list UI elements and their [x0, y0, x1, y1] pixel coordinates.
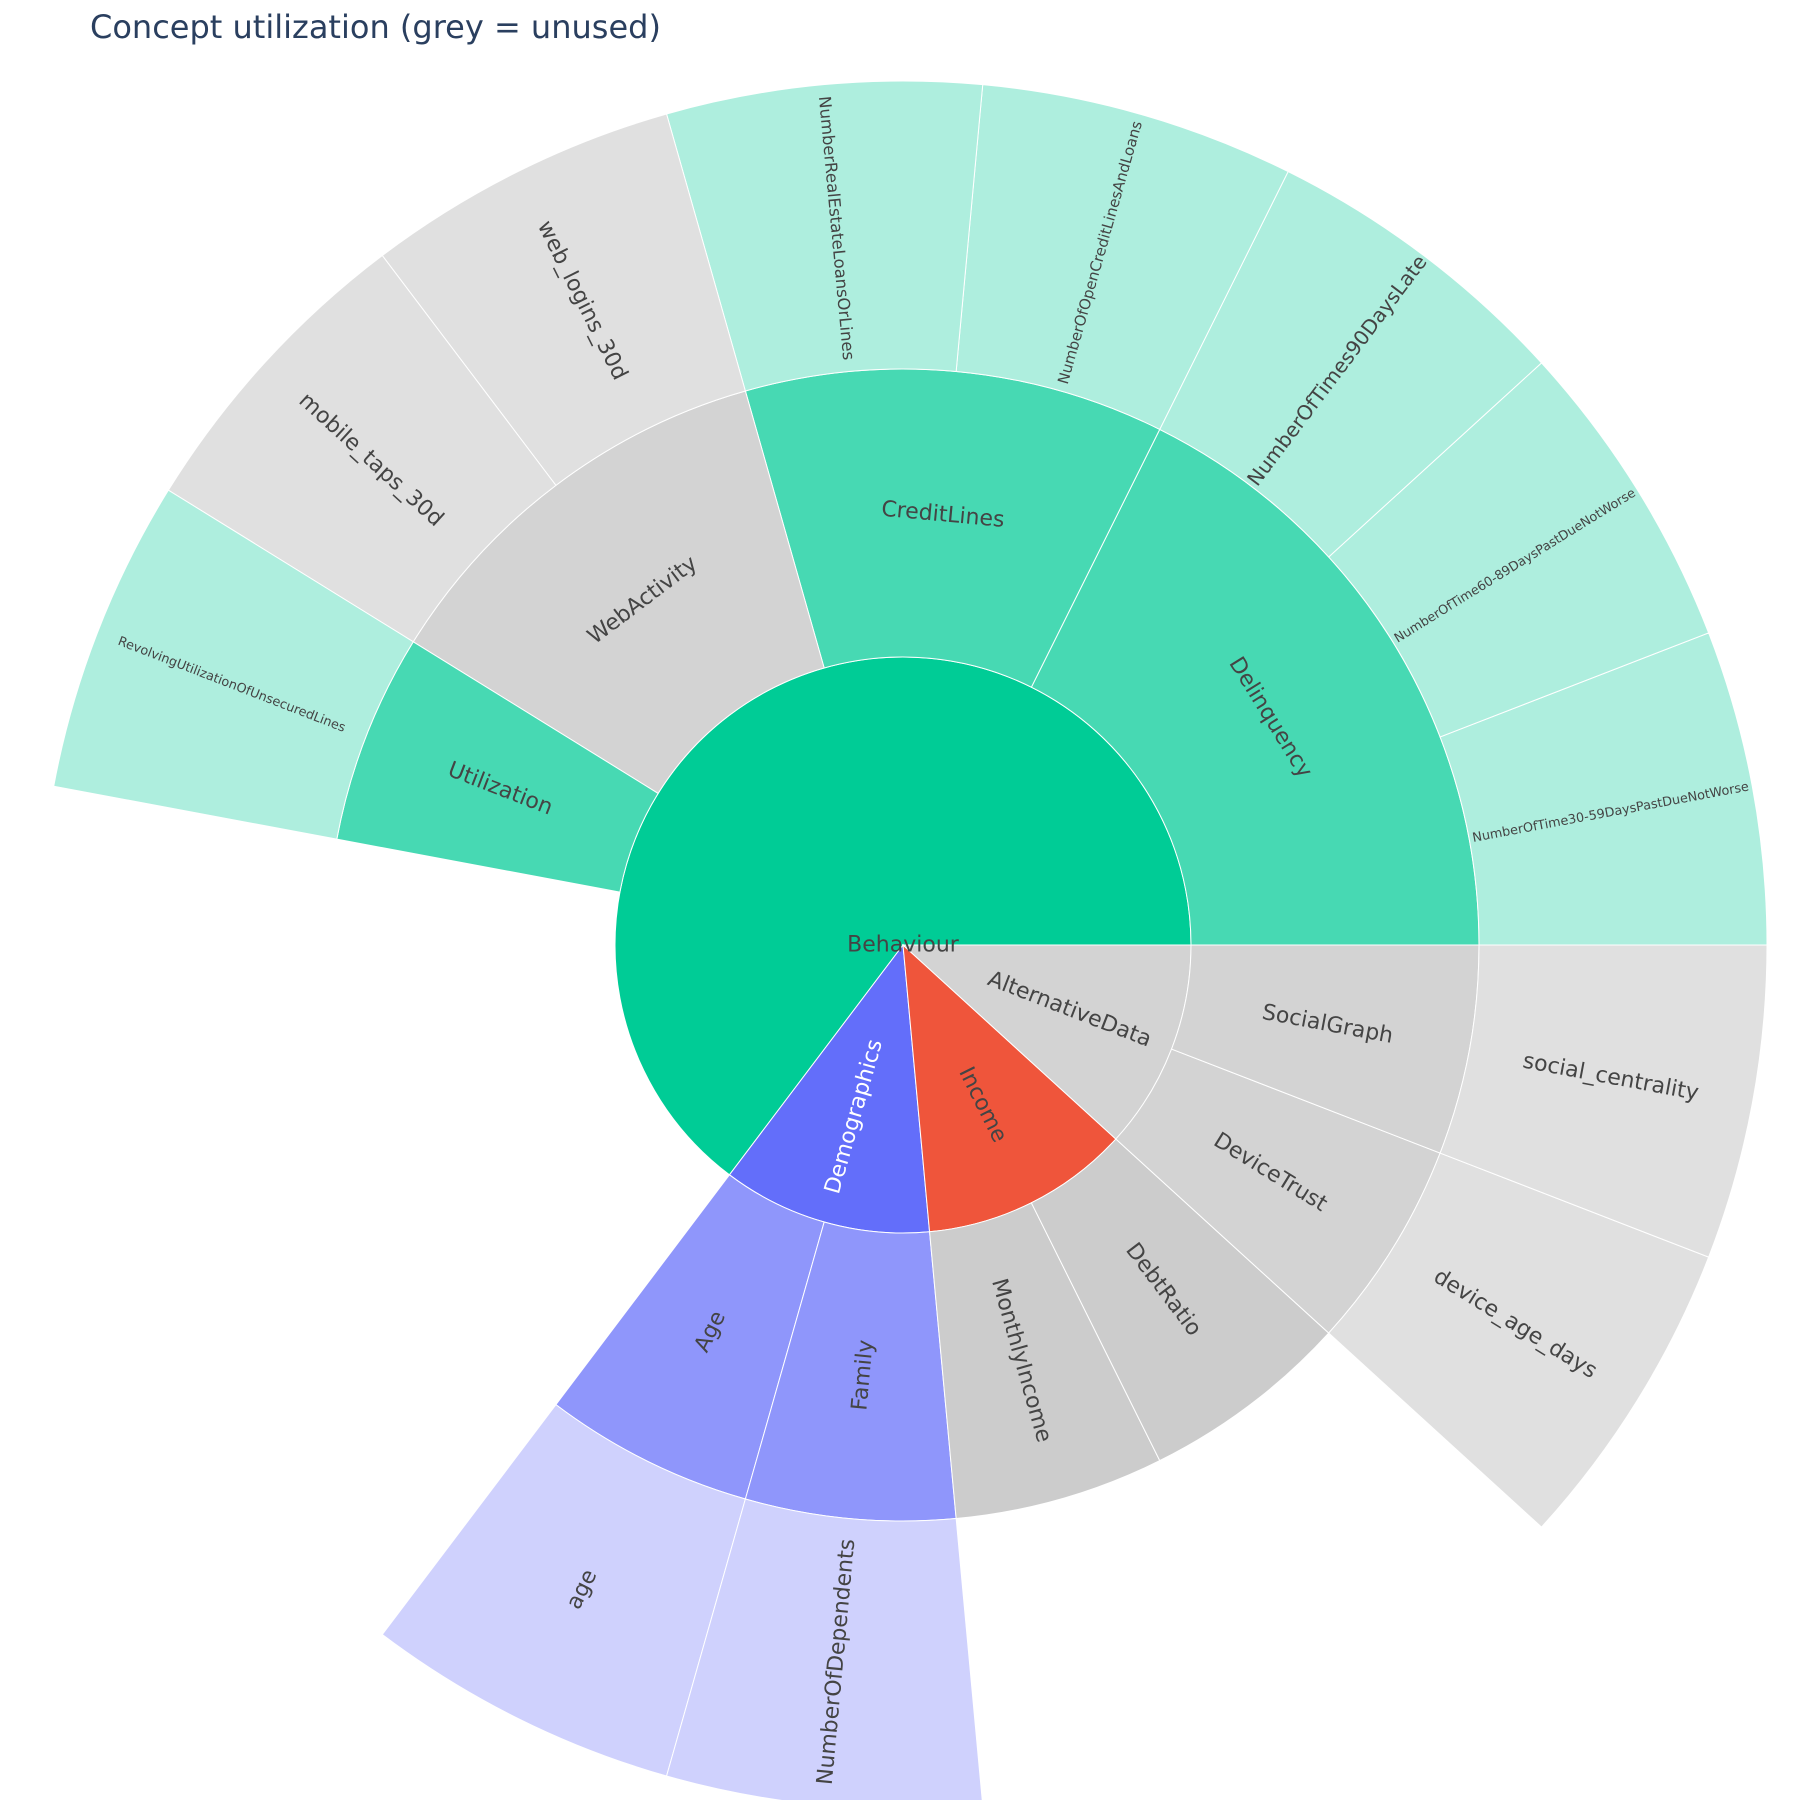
sector-soccent[interactable] [1439, 944, 1768, 1258]
chart-title: Concept utilization (grey = unused) [90, 8, 661, 46]
sunburst-sectors [53, 80, 1768, 1800]
label-behaviour: Behaviour [847, 933, 960, 958]
sector-nod[interactable] [665, 1498, 983, 1800]
sector-rev[interactable] [53, 489, 414, 840]
